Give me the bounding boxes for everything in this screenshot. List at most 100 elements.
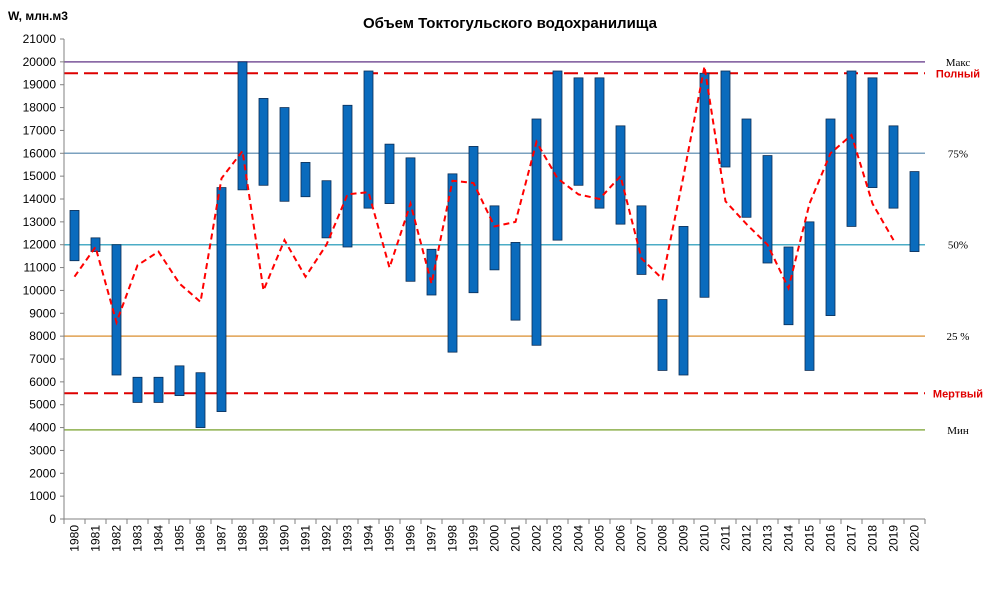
range-bar	[195, 372, 206, 428]
range-bar	[489, 205, 500, 271]
x-tick-label: 1992	[320, 525, 334, 552]
x-tick-label: 2006	[614, 525, 628, 552]
x-tick-label: 1989	[257, 525, 271, 552]
x-tick-label: 1985	[173, 525, 187, 552]
range-bar	[426, 248, 437, 296]
x-tick-label: 1984	[152, 525, 166, 552]
range-bar	[699, 72, 710, 298]
reference-line-label: Макс	[946, 57, 971, 69]
x-tick-label: 1997	[425, 525, 439, 552]
range-bar	[510, 242, 521, 321]
x-tick-label: 2005	[593, 525, 607, 552]
x-tick-label: 2000	[488, 525, 502, 552]
x-tick-label: 1996	[404, 525, 418, 552]
x-tick-label: 1987	[215, 525, 229, 552]
x-tick-label: 1981	[89, 525, 103, 552]
y-tick-label: 15000	[23, 169, 57, 183]
range-bar	[384, 143, 395, 204]
y-tick-label: 1000	[29, 489, 56, 503]
x-tick-label: 2010	[698, 525, 712, 552]
y-tick-label: 0	[49, 512, 56, 526]
reference-line-label: 75%	[948, 148, 968, 160]
range-bar	[90, 237, 101, 252]
range-bar	[258, 98, 269, 186]
x-tick-label: 2018	[866, 525, 880, 552]
reference-line-label: 50%	[948, 240, 968, 252]
range-bars	[69, 61, 920, 428]
range-bar	[153, 376, 164, 403]
range-bar	[573, 77, 584, 186]
range-bar	[636, 205, 647, 275]
reference-line-label: 25 %	[947, 331, 970, 343]
range-bar	[321, 180, 332, 239]
range-bar	[804, 221, 815, 371]
y-tick-label: 18000	[23, 101, 57, 115]
range-bar	[405, 157, 416, 282]
x-tick-label: 2001	[509, 525, 523, 552]
x-tick-label: 1983	[131, 525, 145, 552]
y-tick-label: 14000	[23, 192, 57, 206]
y-tick-label: 17000	[23, 123, 57, 137]
x-tick-label: 2013	[761, 525, 775, 552]
y-tick-label: 9000	[29, 306, 56, 320]
y-tick-label: 19000	[23, 78, 57, 92]
range-bar	[300, 162, 311, 198]
range-bar	[825, 118, 836, 316]
reference-line-label: Мин	[947, 425, 969, 437]
x-tick-label: 2019	[887, 525, 901, 552]
range-bar	[678, 226, 689, 376]
x-tick-label: 1988	[236, 525, 250, 552]
x-tick-label: 1982	[110, 525, 124, 552]
x-tick-label: 2007	[635, 525, 649, 552]
x-tick-label: 2004	[572, 525, 586, 552]
range-bar	[657, 299, 668, 371]
x-tick-label: 2017	[845, 525, 859, 552]
x-tick-label: 2002	[530, 525, 544, 552]
range-bar	[279, 107, 290, 202]
range-bar	[552, 70, 563, 241]
x-tick-label: 2012	[740, 525, 754, 552]
x-tick-label: 1995	[383, 525, 397, 552]
range-bar	[342, 104, 353, 248]
range-bar	[741, 118, 752, 218]
x-tick-label: 1994	[362, 525, 376, 552]
y-tick-label: 6000	[29, 375, 56, 389]
range-bar	[720, 70, 731, 168]
y-tick-label: 12000	[23, 238, 57, 252]
x-tick-label: 1990	[278, 525, 292, 552]
x-tick-label: 1993	[341, 525, 355, 552]
x-tick-label: 2003	[551, 525, 565, 552]
range-bar	[594, 77, 605, 209]
range-bar	[846, 70, 857, 227]
x-tick-label: 2008	[656, 525, 670, 552]
y-tick-label: 10000	[23, 283, 57, 297]
x-tick-label: 2014	[782, 525, 796, 552]
y-tick-label: 8000	[29, 329, 56, 343]
y-tick-label: 2000	[29, 466, 56, 480]
x-tick-label: 1991	[299, 525, 313, 552]
range-bar	[867, 77, 878, 188]
range-bar	[216, 187, 227, 412]
range-bar	[762, 155, 773, 264]
y-tick-label: 13000	[23, 215, 57, 229]
reference-line-label: Полный	[936, 68, 980, 80]
range-bar	[237, 61, 248, 191]
x-tick-label: 1998	[446, 525, 460, 552]
y-axis-label: W, млн.м3	[8, 9, 68, 23]
y-tick-label: 16000	[23, 146, 57, 160]
y-tick-label: 21000	[23, 32, 57, 46]
range-bar	[909, 171, 920, 252]
x-tick-label: 1980	[68, 525, 82, 552]
axes: 0 1000 2000 3000 4000 5000 6000 7000 8000 9000 100…	[23, 32, 926, 552]
range-bar	[531, 118, 542, 346]
range-bar	[363, 70, 374, 209]
x-tick-label: 2011	[719, 525, 733, 551]
range-bar	[468, 146, 479, 294]
chart-title: Объем Токтогульского водохранилища	[363, 15, 658, 32]
y-tick-label: 11000	[24, 261, 57, 275]
x-tick-label: 2009	[677, 525, 691, 552]
y-tick-label: 3000	[29, 443, 56, 457]
y-tick-label: 5000	[29, 398, 56, 412]
range-bar	[447, 173, 458, 353]
